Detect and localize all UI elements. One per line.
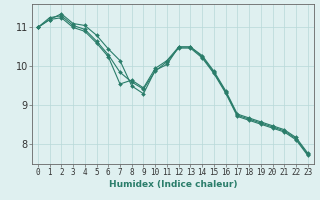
X-axis label: Humidex (Indice chaleur): Humidex (Indice chaleur)	[108, 180, 237, 189]
